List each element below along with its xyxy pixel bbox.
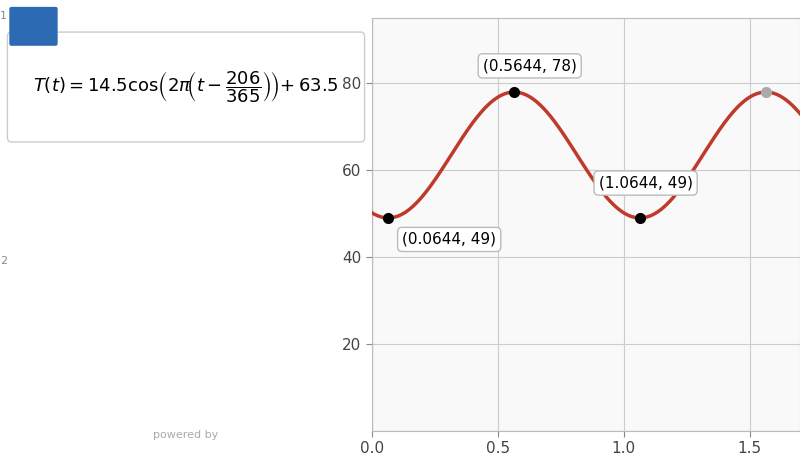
Text: powered by: powered by bbox=[154, 430, 218, 440]
Text: (0.5644, 78): (0.5644, 78) bbox=[482, 58, 577, 73]
Text: (0.0644, 49): (0.0644, 49) bbox=[402, 232, 496, 247]
Text: 2: 2 bbox=[0, 256, 7, 267]
FancyBboxPatch shape bbox=[7, 32, 365, 142]
Text: (1.0644, 49): (1.0644, 49) bbox=[598, 175, 693, 191]
FancyBboxPatch shape bbox=[10, 7, 58, 46]
Text: $T(t) = 14.5\cos\!\left(2\pi\!\left(t - \dfrac{206}{365}\right)\!\right)\!+63.5$: $T(t) = 14.5\cos\!\left(2\pi\!\left(t - … bbox=[33, 69, 339, 105]
Text: 1: 1 bbox=[0, 11, 7, 22]
